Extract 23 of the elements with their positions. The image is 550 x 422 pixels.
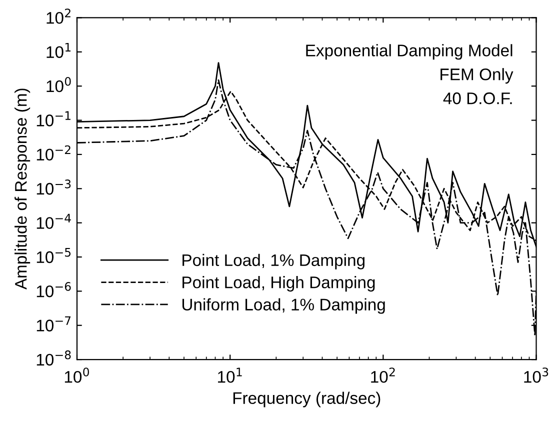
x-tick-label: 10$^{0}$ [64,368,90,383]
x-tick-label: 10$^{2}$ [371,368,395,383]
annotation: FEM Only [440,68,514,84]
x-tick-label: 10$^{1}$ [218,368,242,383]
y-tick-label: 10$^{2}$ [46,8,70,24]
legend-label: Point Load, 1% Damping [182,254,364,270]
y-tick-label: 10$^{−2}$ [36,145,70,161]
y-tick-label: 10$^{0}$ [46,76,71,92]
legend-label: Point Load, High Damping [182,276,375,292]
x-tick-label: 10$^{3}$ [524,368,548,383]
x-axis-title: Frequency (rad/sec) [233,392,380,408]
y-tick-label: 10$^{−3}$ [36,180,71,195]
y-tick-label: 10$^{−5}$ [36,248,71,264]
legend-label: Uniform Load, 1% Damping [182,298,385,314]
annotation: Exponential Damping Model [306,44,512,60]
y-tick-label: 10$^{−6}$ [36,282,71,298]
y-tick-label: 10$^{1}$ [46,42,71,58]
y-tick-label: 10$^{−4}$ [36,214,71,229]
y-tick-label: 10$^{−7}$ [36,316,71,332]
annotation: 40 D.O.F. [443,92,512,104]
y-tick-label: 10$^{−8}$ [36,350,71,366]
y-axis-title: Amplitude of Response (m) [14,88,30,290]
y-tick-label: 10$^{−1}$ [36,111,70,126]
